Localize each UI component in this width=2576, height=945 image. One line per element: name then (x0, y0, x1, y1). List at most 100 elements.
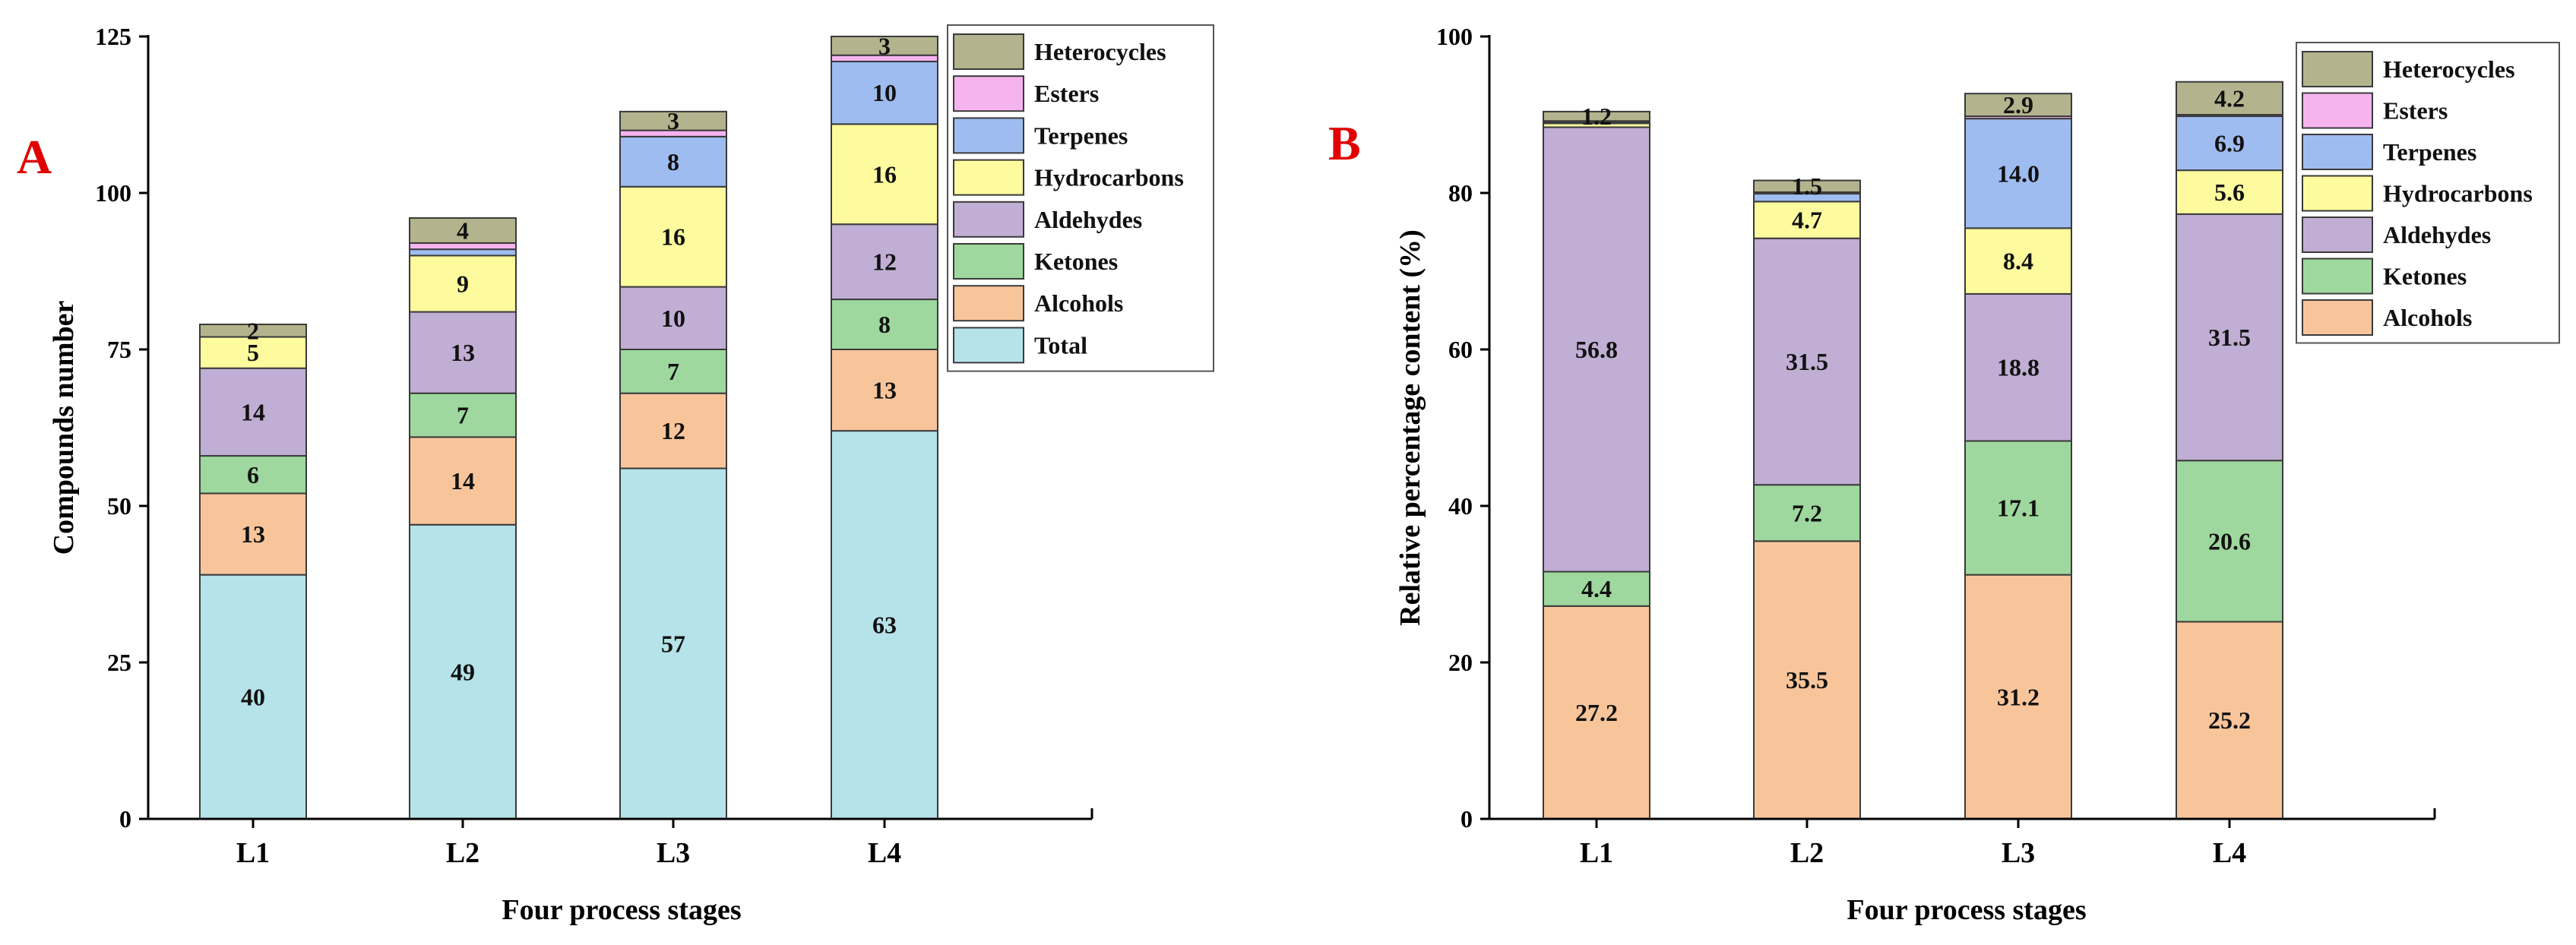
panel-b-legend-swatch-heterocycles (2302, 51, 2373, 87)
panel-a-data-label: 12 (661, 417, 685, 444)
panel-a-bar-l2-hydrocarbons (409, 254, 517, 313)
panel-b-bar-l3-terpenes (1964, 118, 2072, 229)
panel-b-y-tick-label: 40 (1448, 492, 1473, 520)
panel-b-legend-label: Alcohols (2383, 304, 2472, 331)
panel-a-data-label: 16 (661, 223, 685, 251)
panel-a-data-label: 40 (241, 683, 265, 710)
panel-b-bar-l4-aldehydes (2176, 213, 2283, 462)
panel-b-bar-l2-aldehydes (1753, 237, 1861, 486)
panel-a-bar-l1-heterocycles (199, 324, 307, 338)
panel-a-bar-l3-terpenes (619, 135, 727, 188)
panel-a-bar-l3-hydrocarbons (619, 185, 727, 288)
panel-b-legend-label: Esters (2383, 97, 2448, 125)
panel-a-bar-l1-aldehydes (199, 367, 307, 457)
panel-a-data-label: 9 (457, 270, 469, 297)
panel-b-y-tick-label: 0 (1460, 805, 1473, 833)
panel-a-bar-l1-total (199, 574, 307, 820)
panel-a-bar-l4-hydrocarbons (831, 123, 938, 226)
panel-b-data-label: 31.5 (1786, 348, 1828, 375)
panel-b-y-tick-label: 60 (1448, 336, 1473, 363)
panel-b-bar-l4-heterocycles (2176, 81, 2283, 115)
panel-b-data-label: 2.9 (2003, 91, 2033, 119)
panel-a-bar-l4-total (831, 430, 938, 820)
panel-a-data-label: 10 (872, 79, 897, 106)
panel-b-bar-l1-alcohols (1543, 605, 1650, 820)
panel-b-data-label: 56.8 (1575, 336, 1618, 363)
panel-a-data-label: 16 (872, 160, 897, 188)
panel-a-x-axis-title: Four process stages (502, 894, 741, 926)
panel-b-legend-swatch-aldehydes (2302, 216, 2373, 253)
panel-a-bar-l2-aldehydes (409, 311, 517, 394)
panel-a-data-label: 14 (241, 398, 265, 425)
panel-a-data-label: 2 (247, 317, 259, 344)
panel-a-legend-swatch-alcohols (953, 285, 1024, 322)
panel-b-data-label: 20.6 (2208, 527, 2251, 555)
panel-a-data-label: 13 (241, 520, 265, 548)
panel-a-legend-label: Ketones (1034, 248, 1118, 275)
panel-b-y-tick-label: 80 (1448, 179, 1473, 207)
panel-b-data-label: 8.4 (2003, 248, 2033, 275)
panel-a-data-label: 13 (451, 339, 475, 366)
panel-a-legend-swatch-terpenes (953, 117, 1024, 154)
panel-b-x-tick-label: L4 (2213, 837, 2246, 869)
panel-a-data-label: 3 (667, 107, 679, 134)
panel-a-legend-swatch-heterocycles (953, 33, 1024, 70)
panel-a-data-label: 8 (878, 311, 891, 338)
panel-a-bar-l4-alcohols (831, 349, 938, 432)
panel-b-bar-l4-alcohols (2176, 621, 2283, 820)
panel-a-bar-l3-total (619, 467, 727, 820)
panel-b-bar-l3-ketones (1964, 440, 2072, 576)
panel-a-legend-swatch-ketones (953, 243, 1024, 280)
panel-b-bar-l2-alcohols (1753, 540, 1861, 820)
panel-b-bar-l3-alcohols (1964, 574, 2072, 820)
panel-b-legend-swatch-esters (2302, 92, 2373, 129)
panel-b-data-label: 31.2 (1997, 683, 2040, 710)
panel-b-legend-label: Heterocycles (2383, 55, 2515, 83)
panel-b-bar-l1-heterocycles (1543, 110, 1650, 122)
panel-a-legend-swatch-aldehydes (953, 201, 1024, 238)
panel-b-bar-l3-aldehydes (1964, 292, 2072, 442)
panel-a-data-label: 14 (451, 467, 475, 495)
panel-a-bar-l2-alcohols (409, 436, 517, 526)
panel-b-legend-swatch-terpenes (2302, 134, 2373, 170)
panel-a-label: A (17, 130, 52, 184)
panel-a-data-label: 8 (667, 148, 679, 175)
panel-a-bar-l1-alcohols (199, 492, 307, 576)
panel-b-data-label: 7.2 (1792, 499, 1822, 526)
panel-b-legend-label: Ketones (2383, 263, 2467, 290)
panel-b-data-label: 17.1 (1997, 495, 2040, 522)
panel-a-legend-label: Hydrocarbons (1034, 164, 1184, 191)
panel-b-label: B (1328, 116, 1361, 170)
panel-b-data-label: 4.4 (1581, 575, 1612, 602)
panel-a-data-label: 13 (872, 377, 897, 404)
panel-a-bar-l2-terpenes (409, 248, 517, 257)
panel-a-legend-label: Total (1034, 331, 1087, 359)
panel-a-data-label: 7 (457, 402, 469, 429)
panel-a-bar-l4-ketones (831, 299, 938, 350)
panel-a-data-label: 63 (872, 612, 897, 639)
panel-b-data-label: 35.5 (1786, 666, 1828, 694)
panel-b-legend-swatch-ketones (2302, 258, 2373, 295)
panel-a-bar-l4-terpenes (831, 60, 938, 125)
panel-a-legend-label: Esters (1034, 80, 1099, 107)
panel-b-data-label: 18.8 (1997, 354, 2040, 381)
panel-a-bar-l3-ketones (619, 349, 727, 394)
panel-a-y-tick-label: 75 (107, 336, 131, 363)
panel-a-bar-l3-aldehydes (619, 286, 727, 351)
panel-a-x-tick-label: L3 (657, 837, 690, 869)
panel-b-legend-label: Aldehydes (2383, 221, 2491, 248)
panel-a-data-label: 3 (878, 32, 891, 59)
panel-a-data-label: 10 (661, 305, 685, 332)
panel-b-y-tick-label: 20 (1448, 649, 1473, 676)
panel-a-y-tick-label: 0 (119, 805, 131, 833)
panel-a-x-tick-label: L1 (236, 837, 270, 869)
panel-b-x-tick-label: L1 (1580, 837, 1613, 869)
panel-a-legend-label: Terpenes (1034, 122, 1128, 149)
panel-b-bar-l4-terpenes (2176, 115, 2283, 172)
panel-a-legend-swatch-esters (953, 75, 1024, 112)
panel-b-legend-swatch-alcohols (2302, 299, 2373, 336)
panel-a-legend-label: Alcohols (1034, 289, 1123, 317)
panel-b-data-label: 31.5 (2208, 324, 2251, 351)
panel-a-y-tick-label: 25 (107, 649, 131, 676)
